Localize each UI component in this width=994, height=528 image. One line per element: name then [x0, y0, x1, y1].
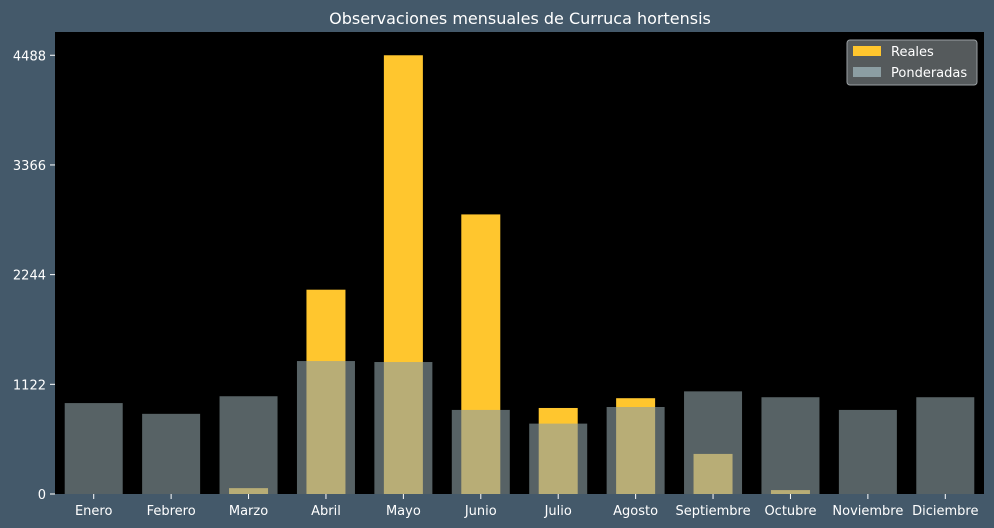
chart-title: Observaciones mensuales de Curruca horte… — [329, 9, 711, 28]
x-axis: Enero Febrero Marzo Abril Mayo Junio Julio Agos… — [75, 494, 978, 519]
plot-area — [55, 32, 984, 494]
y-tick-label: 0 — [38, 488, 46, 503]
series-ponderadas — [64, 361, 975, 494]
bar-ponderadas-noviembre — [838, 409, 897, 494]
bar-ponderadas-mayo — [374, 362, 433, 494]
bar-ponderadas-agosto — [606, 406, 665, 494]
x-tick-label-diciembre: Diciembre — [912, 504, 978, 519]
x-tick-label-noviembre: Noviembre — [832, 504, 903, 519]
bar-ponderadas-abril — [296, 361, 355, 494]
x-tick-label-febrero: Febrero — [147, 504, 196, 519]
x-tick-label-junio: Junio — [464, 504, 497, 519]
x-tick-label-marzo: Marzo — [229, 504, 268, 519]
y-tick-label: 2244 — [13, 269, 46, 284]
y-axis: 0 1122 2244 3366 4488 — [13, 49, 55, 503]
y-tick-label: 1122 — [13, 378, 46, 393]
legend: Reales Ponderadas — [846, 39, 978, 86]
x-tick-label-enero: Enero — [75, 504, 113, 519]
bar-ponderadas-febrero — [142, 413, 201, 494]
bar-ponderadas-marzo — [219, 396, 278, 494]
legend-label-ponderadas: Ponderadas — [891, 66, 967, 81]
bar-ponderadas-octubre — [761, 397, 820, 494]
y-tick-label: 3366 — [13, 159, 46, 174]
x-tick-label-septiembre: Septiembre — [675, 504, 750, 519]
x-tick-label-agosto: Agosto — [613, 504, 658, 519]
x-tick-label-octubre: Octubre — [764, 504, 816, 519]
bar-ponderadas-junio — [451, 409, 510, 494]
legend-label-reales: Reales — [891, 45, 934, 60]
x-tick-label-abril: Abril — [311, 504, 341, 519]
x-tick-label-mayo: Mayo — [386, 504, 421, 519]
x-tick-label-julio: Julio — [544, 504, 572, 519]
y-tick-label: 4488 — [13, 49, 46, 64]
legend-swatch-ponderadas — [853, 67, 881, 77]
bar-ponderadas-enero — [64, 403, 123, 494]
legend-swatch-reales — [853, 46, 881, 56]
bar-ponderadas-julio — [529, 423, 588, 494]
bar-ponderadas-diciembre — [916, 397, 975, 494]
bar-ponderadas-septiembre — [684, 391, 743, 494]
